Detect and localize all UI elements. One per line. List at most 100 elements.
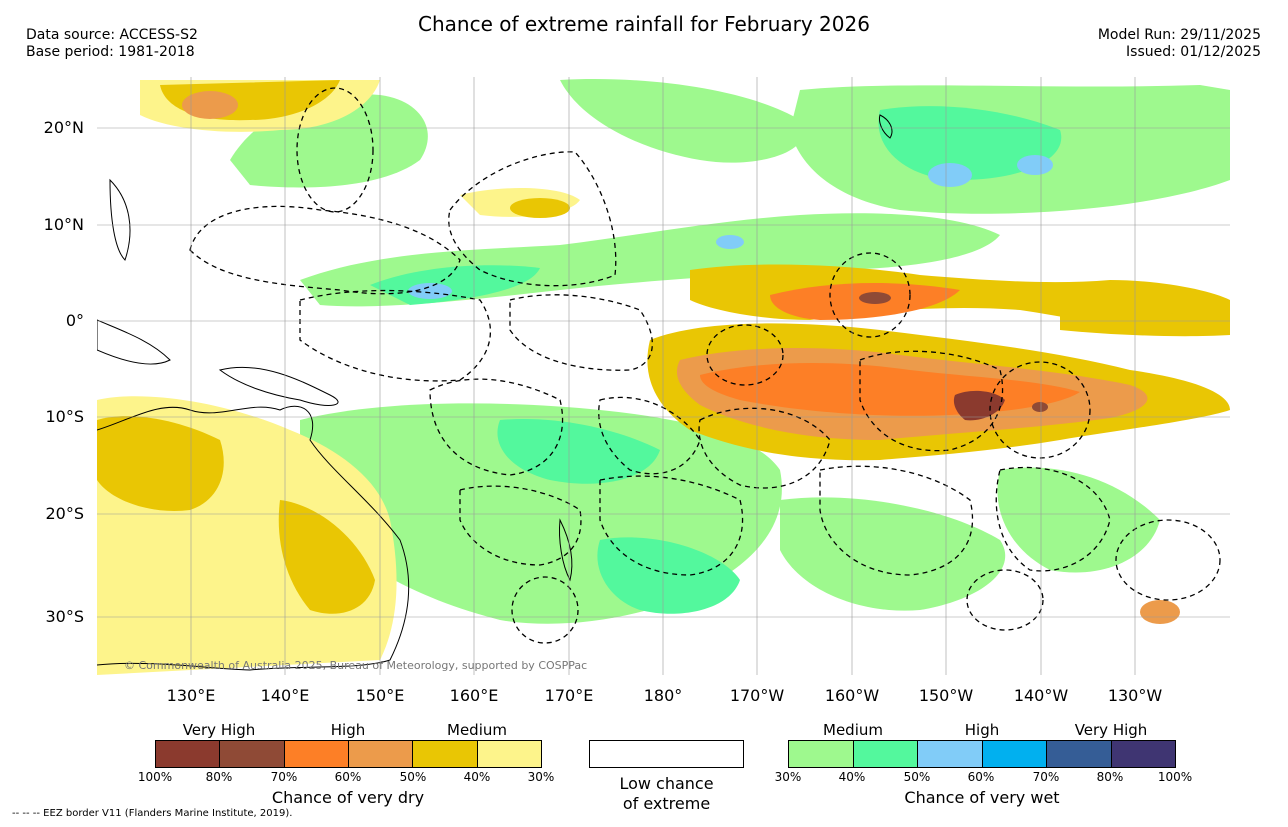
- wet-core-hawaii: [928, 163, 972, 187]
- gridlines: [97, 77, 1230, 675]
- wet-region-north: [560, 79, 804, 163]
- dry-swatch: [348, 741, 414, 767]
- dry-swatch: [220, 741, 285, 767]
- dry-core-equator: [859, 292, 891, 304]
- lon-label-150e: 150°E: [355, 686, 405, 705]
- lon-label-140w: 140°W: [1013, 686, 1069, 705]
- eez-austral: [966, 569, 1044, 631]
- map-layers: [97, 77, 1230, 675]
- eez-borders: [189, 87, 1221, 644]
- lon-label-160e: 160°E: [449, 686, 499, 705]
- lat-label-20n: 20°N: [43, 118, 84, 137]
- dry-colorbar: [155, 740, 542, 768]
- wet-level-medium: Medium: [823, 721, 883, 739]
- dry-region-australia-north: [97, 416, 224, 511]
- wet-tick: 50%: [903, 770, 931, 784]
- wet-level-high: High: [964, 721, 1000, 739]
- eez-norfolk: [511, 576, 579, 644]
- dry-core-very-high: [953, 390, 1005, 421]
- lat-label-10n: 10°N: [43, 215, 84, 234]
- dry-region-australia-east: [278, 500, 375, 614]
- dry-tick: 100%: [137, 770, 173, 784]
- dry-tick: 60%: [334, 770, 362, 784]
- lat-label-0: 0°: [65, 311, 84, 330]
- dry-swatch: [156, 741, 221, 767]
- dry-region-marshall-core: [510, 198, 570, 218]
- eez-cook-islands: [819, 465, 974, 576]
- eez-palau-fsm: [189, 205, 461, 295]
- dry-tick: 50%: [399, 770, 427, 784]
- dry-tick: 70%: [270, 770, 298, 784]
- map-title: Chance of extreme rainfall for February …: [418, 12, 870, 36]
- base-period: Base period: 1981-2018: [26, 44, 195, 60]
- wet-region-hawaii-core: [878, 106, 1062, 180]
- issued-date: Issued: 01/12/2025: [1126, 44, 1261, 60]
- low-chance-label: Low chance of extreme: [589, 774, 744, 814]
- wet-colorbar: [788, 740, 1176, 768]
- wet-swatch: [789, 741, 854, 767]
- dry-level-very-high: Very High: [182, 721, 256, 739]
- lat-label-20s: 20°S: [45, 504, 84, 523]
- eez-png: [299, 289, 492, 382]
- dry-swatch: [477, 741, 541, 767]
- eez-pitcairn: [1115, 519, 1221, 601]
- wet-region-far-east: [997, 467, 1160, 573]
- wet-legend-title: Chance of very wet: [904, 788, 1060, 807]
- lon-label-170w: 170°W: [729, 686, 785, 705]
- dry-legend-title: Chance of very dry: [271, 788, 425, 807]
- lon-label-180: 180°: [643, 686, 683, 705]
- eez-marshall: [448, 151, 617, 287]
- wet-swatch: [1111, 741, 1175, 767]
- lon-label-160w: 160°W: [824, 686, 880, 705]
- eez-footnote: -- -- -- EEZ border V11 (Flanders Marine…: [12, 808, 293, 819]
- copyright-notice: © Commonwealth of Australia 2025, Bureau…: [124, 659, 588, 672]
- wet-swatch: [918, 741, 983, 767]
- wet-tick: 70%: [1032, 770, 1060, 784]
- eez-line-islands: [829, 252, 911, 338]
- dry-swatch: [413, 741, 478, 767]
- wet-swatch: [1047, 741, 1112, 767]
- eez-tuvalu: [598, 396, 701, 475]
- eez-french-polynesia-north: [859, 350, 1004, 452]
- lon-label-140e: 140°E: [260, 686, 310, 705]
- dry-region-south-east: [1140, 600, 1180, 624]
- eez-guam: [296, 87, 374, 213]
- new-caledonia-coast: [559, 518, 573, 582]
- eez-tuamotu: [995, 466, 1111, 572]
- dry-region-north-high: [182, 91, 238, 119]
- wet-region-south-east: [780, 497, 1006, 611]
- eez-phoenix: [706, 324, 784, 386]
- lat-label-30s: 30°S: [45, 607, 84, 626]
- eez-fiji: [599, 475, 744, 576]
- wet-tick: 30%: [774, 770, 802, 784]
- wet-swatch: [853, 741, 918, 767]
- header-right: Model Run: 29/11/2025 Issued: 01/12/2025: [1098, 27, 1261, 61]
- wet-tick: 80%: [1096, 770, 1124, 784]
- wet-region-south-core: [597, 537, 740, 614]
- low-chance-line1: Low chance: [619, 774, 714, 793]
- wet-core-west: [408, 283, 452, 299]
- new-guinea-coast: [218, 366, 339, 406]
- indonesia-coast: [97, 319, 171, 365]
- dry-tick: 30%: [527, 770, 555, 784]
- eez-vanuatu: [459, 485, 582, 566]
- wet-level-very-high: Very High: [1074, 721, 1148, 739]
- eez-nauru: [509, 294, 653, 371]
- header-left: Data source: ACCESS-S2 Base period: 1981…: [26, 27, 198, 61]
- wet-core-east: [1017, 155, 1053, 175]
- wet-tick: 60%: [967, 770, 995, 784]
- low-chance-line2: of extreme: [622, 794, 711, 813]
- lat-label-10s: 10°S: [45, 407, 84, 426]
- dry-band-far-east: [1060, 312, 1230, 337]
- dry-swatch: [284, 741, 349, 767]
- wet-swatch: [982, 741, 1047, 767]
- wet-tick: 100%: [1157, 770, 1193, 784]
- wet-tick: 40%: [838, 770, 866, 784]
- model-run: Model Run: 29/11/2025: [1097, 27, 1261, 43]
- dry-tick: 80%: [205, 770, 233, 784]
- lon-label-130e: 130°E: [166, 686, 216, 705]
- dry-tick: 40%: [463, 770, 491, 784]
- hawaii-coast: [879, 114, 893, 139]
- wet-core-mid: [716, 235, 744, 249]
